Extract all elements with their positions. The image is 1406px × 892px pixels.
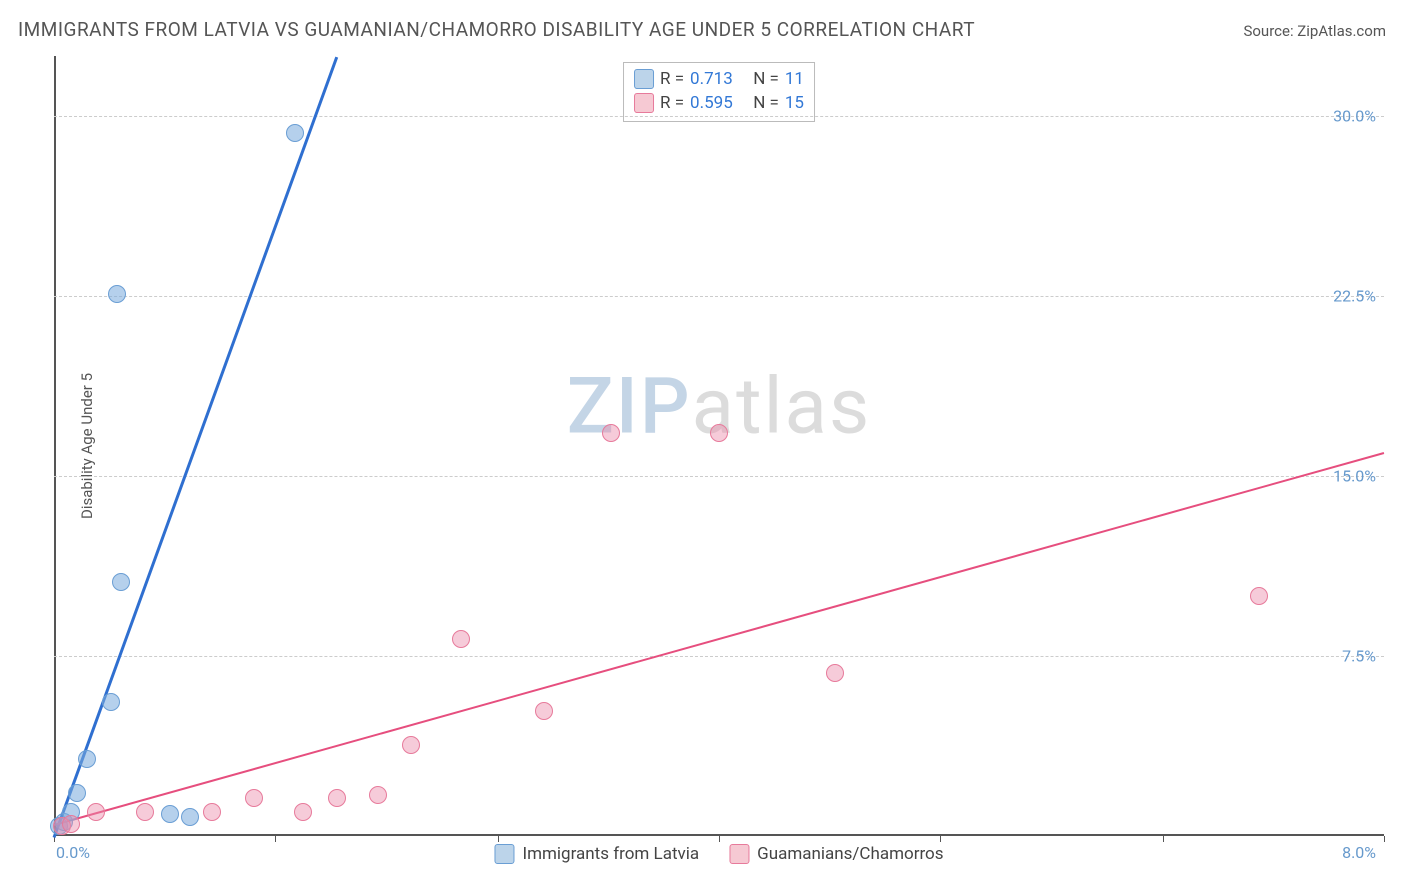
data-point	[286, 124, 304, 142]
y-tick-label: 15.0%	[1333, 467, 1376, 486]
legend-r-label: R =	[660, 67, 684, 91]
x-tick-label-max: 8.0%	[1342, 843, 1376, 862]
gridline-h	[54, 656, 1384, 657]
legend-rn-row-0: R = 0.713 N = 11	[634, 67, 804, 91]
data-point	[181, 808, 199, 826]
data-point	[245, 789, 263, 807]
data-point	[826, 664, 844, 682]
legend-n-label: N =	[753, 67, 779, 91]
legend-label-guamanian: Guamanians/Chamorros	[757, 844, 943, 864]
y-axis-line	[54, 56, 56, 836]
legend-correlation-box: R = 0.713 N = 11 R = 0.595 N = 15	[623, 62, 815, 122]
legend-item-latvia: Immigrants from Latvia	[494, 844, 699, 864]
legend-label-latvia: Immigrants from Latvia	[522, 844, 699, 864]
x-tick-mark	[275, 836, 276, 842]
data-point	[710, 424, 728, 442]
data-point	[87, 803, 105, 821]
data-point	[102, 693, 120, 711]
chart-title: IMMIGRANTS FROM LATVIA VS GUAMANIAN/CHAM…	[18, 18, 975, 41]
x-tick-mark	[1384, 836, 1385, 842]
gridline-h	[54, 116, 1384, 117]
gridline-h	[54, 296, 1384, 297]
legend-r-value-1: 0.595	[690, 91, 733, 115]
legend-n-value-0: 11	[785, 67, 804, 91]
data-point	[136, 803, 154, 821]
trend-line	[54, 452, 1385, 826]
plot-area: ZIPatlas R = 0.713 N = 11 R = 0.595 N = …	[54, 56, 1384, 836]
x-tick-mark	[940, 836, 941, 842]
legend-bottom: Immigrants from Latvia Guamanians/Chamor…	[494, 844, 943, 864]
data-point	[68, 784, 86, 802]
legend-n-value-1: 15	[785, 91, 804, 115]
chart-container: IMMIGRANTS FROM LATVIA VS GUAMANIAN/CHAM…	[0, 0, 1406, 892]
data-point	[1250, 587, 1268, 605]
data-point	[62, 815, 80, 833]
legend-item-guamanian: Guamanians/Chamorros	[729, 844, 943, 864]
legend-n-label: N =	[753, 91, 779, 115]
y-tick-label: 22.5%	[1333, 287, 1376, 306]
gridline-h	[54, 476, 1384, 477]
data-point	[203, 803, 221, 821]
data-point	[112, 573, 130, 591]
legend-rn-row-1: R = 0.595 N = 15	[634, 91, 804, 115]
watermark-zip: ZIP	[567, 362, 692, 453]
legend-swatch-latvia	[634, 69, 654, 89]
x-tick-label-min: 0.0%	[56, 843, 90, 862]
legend-swatch-guamanian	[729, 844, 749, 864]
legend-r-label: R =	[660, 91, 684, 115]
data-point	[161, 805, 179, 823]
data-point	[535, 702, 553, 720]
y-tick-label: 7.5%	[1342, 647, 1376, 666]
data-point	[369, 786, 387, 804]
source-label: Source: ZipAtlas.com	[1243, 22, 1386, 40]
data-point	[294, 803, 312, 821]
legend-r-value-0: 0.713	[690, 67, 733, 91]
y-tick-label: 30.0%	[1333, 107, 1376, 126]
x-tick-mark	[498, 836, 499, 842]
x-tick-mark	[719, 836, 720, 842]
trend-line	[53, 57, 338, 838]
data-point	[402, 736, 420, 754]
data-point	[108, 285, 126, 303]
legend-swatch-guamanian	[634, 93, 654, 113]
legend-swatch-latvia	[494, 844, 514, 864]
data-point	[328, 789, 346, 807]
data-point	[452, 630, 470, 648]
data-point	[602, 424, 620, 442]
x-tick-mark	[1163, 836, 1164, 842]
data-point	[78, 750, 96, 768]
